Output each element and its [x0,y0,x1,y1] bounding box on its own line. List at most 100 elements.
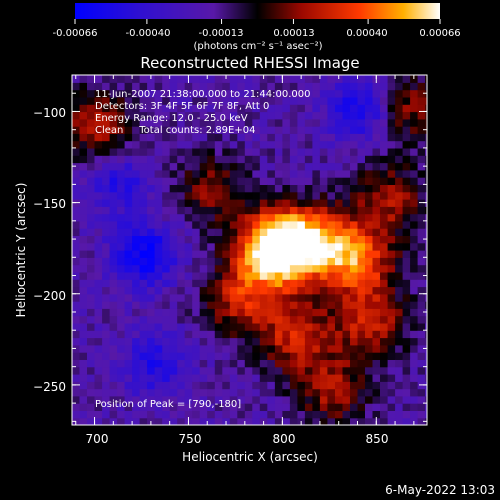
heatmap-cell [147,330,156,339]
heatmap-cell [410,388,419,397]
heatmap-cell [102,177,111,185]
heatmap-cell [289,96,298,105]
heatmap-cell [417,308,426,317]
heatmap-cell [380,75,389,83]
heatmap-cell [410,235,419,244]
heatmap-cell [410,206,419,215]
heatmap-cell [214,126,223,134]
heatmap-cell [207,104,216,113]
heatmap-cell [72,403,81,411]
heatmap-cell [274,126,283,134]
heatmap-cell [312,410,321,419]
heatmap-cell [79,199,88,207]
heatmap-cell [402,118,411,127]
heatmap-cell [350,169,359,178]
heatmap-cell [154,308,163,317]
heatmap-cell [350,308,359,317]
heatmap-cell [259,352,268,360]
heatmap-cell [357,271,366,280]
heatmap-cell [79,89,88,98]
heatmap-cell [132,184,141,193]
heatmap-cell [229,257,238,266]
heatmap-cell [87,126,96,134]
heatmap-cell [312,315,321,324]
heatmap-cell [169,228,178,236]
heatmap-cell [259,337,268,346]
heatmap-cell [154,199,163,207]
heatmap-cell [289,126,298,134]
heatmap-cell [169,162,178,171]
heatmap-cell [109,366,118,375]
heatmap-cell [274,301,283,309]
heatmap-cell [274,250,283,258]
heatmap-cell [229,374,238,382]
heatmap-cell [117,169,126,178]
heatmap-cell [342,337,351,346]
heatmap-cell [244,403,253,411]
heatmap-cell [350,191,359,200]
heatmap-cell [252,155,261,164]
heatmap-cell [380,147,389,156]
heatmap-cell [102,315,111,324]
heatmap-cell [222,96,231,105]
heatmap-cell [237,184,246,193]
heatmap-cell [177,417,186,425]
heatmap-cell [395,417,404,425]
heatmap-cell [79,410,88,419]
heatmap-cell [425,104,427,113]
heatmap-cell [132,242,141,251]
heatmap-cell [372,330,381,339]
heatmap-cell [289,177,298,185]
heatmap-cell [342,199,351,207]
heatmap-cell [132,410,141,419]
heatmap-cell [184,330,193,339]
heatmap-cell [395,286,404,295]
heatmap-cell [335,220,344,229]
heatmap-cell [102,293,111,302]
colorbar-units: (photons cm⁻² s⁻¹ asec⁻²) [193,41,322,52]
heatmap-cell [289,264,298,273]
heatmap-cell [199,279,208,288]
heatmap-cell [87,403,96,411]
heatmap-cell [139,410,148,419]
heatmap-cell [387,301,396,309]
heatmap-cell [139,308,148,317]
heatmap-cell [229,228,238,236]
heatmap-cell [184,155,193,164]
heatmap-cell [154,381,163,390]
heatmap-cell [342,374,351,382]
heatmap-cell [214,96,223,105]
heatmap-cell [387,250,396,258]
heatmap-cell [335,403,344,411]
heatmap-cell [169,330,178,339]
heatmap-cell [372,228,381,236]
heatmap-cell [402,359,411,368]
heatmap-cell [139,250,148,258]
heatmap-cell [387,330,396,339]
heatmap-cell [274,89,283,98]
heatmap-cell [147,352,156,360]
heatmap-cell [87,250,96,258]
heatmap-cell [124,257,133,266]
heatmap-cell [87,104,96,113]
heatmap-cell [237,104,246,113]
heatmap-cell [214,220,223,229]
heatmap-cell [304,220,313,229]
heatmap-cell [184,381,193,390]
heatmap-cell [199,293,208,302]
heatmap-cell [252,337,261,346]
heatmap-cell [244,184,253,193]
heatmap-cell [417,140,426,149]
heatmap-cell [109,147,118,156]
heatmap-cell [304,213,313,222]
heatmap-cell [380,140,389,149]
heatmap-cell [117,118,126,127]
heatmap-cell [237,177,246,185]
heatmap-cell [365,228,374,236]
heatmap-cell [214,228,223,236]
heatmap-cell [229,242,238,251]
heatmap-cell [267,366,276,375]
heatmap-cell [259,250,268,258]
heatmap-cell [380,417,389,425]
heatmap-cell [237,352,246,360]
